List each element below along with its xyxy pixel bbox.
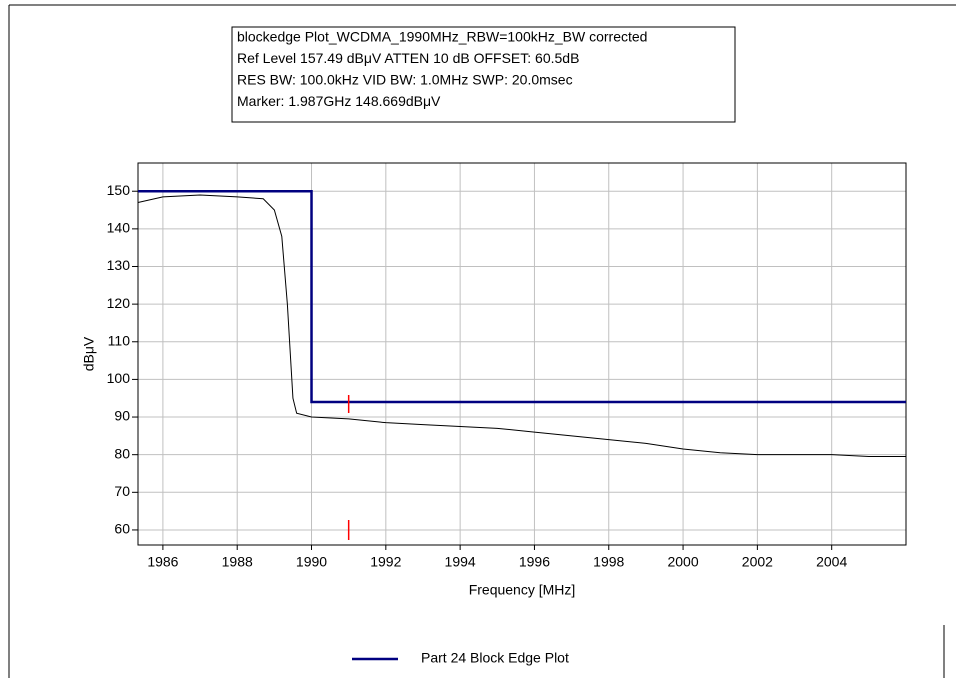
y-tick-label: 130 [107, 257, 131, 273]
y-tick-label: 140 [107, 220, 131, 236]
x-tick-label: 1996 [519, 554, 550, 570]
x-axis-label: Frequency [MHz] [469, 582, 576, 598]
x-tick-label: 1998 [593, 554, 624, 570]
x-tick-label: 2004 [816, 554, 847, 570]
x-tick-label: 1986 [147, 554, 178, 570]
x-tick-label: 1990 [296, 554, 327, 570]
header-line: blockedge Plot_WCDMA_1990MHz_RBW=100kHz_… [237, 29, 647, 45]
x-tick-label: 2002 [742, 554, 773, 570]
header-line: Ref Level 157.49 dBμV ATTEN 10 dB OFFSET… [237, 50, 579, 66]
series-line [138, 189, 906, 404]
x-tick-label: 1992 [370, 554, 401, 570]
y-tick-label: 80 [114, 445, 130, 461]
y-tick-label: 100 [107, 370, 131, 386]
plot-area [137, 162, 907, 546]
y-tick-label: 60 [114, 521, 130, 537]
y-axis-label: dBμV [81, 336, 97, 371]
plot-border [137, 162, 907, 546]
y-tick-label: 90 [114, 408, 130, 424]
header-line: RES BW: 100.0kHz VID BW: 1.0MHz SWP: 20.… [237, 72, 573, 88]
x-tick-label: 1988 [222, 554, 253, 570]
y-tick-label: 70 [114, 483, 130, 499]
y-tick-label: 120 [107, 295, 131, 311]
x-tick-label: 2000 [667, 554, 698, 570]
series-line [137, 194, 906, 458]
x-tick-label: 1994 [445, 554, 476, 570]
header-line: Marker: 1.987GHz 148.669dBμV [237, 93, 441, 109]
legend-label: Part 24 Block Edge Plot [421, 650, 569, 666]
y-tick-label: 150 [107, 182, 131, 198]
header-box [231, 26, 736, 123]
y-tick-label: 110 [108, 332, 131, 348]
